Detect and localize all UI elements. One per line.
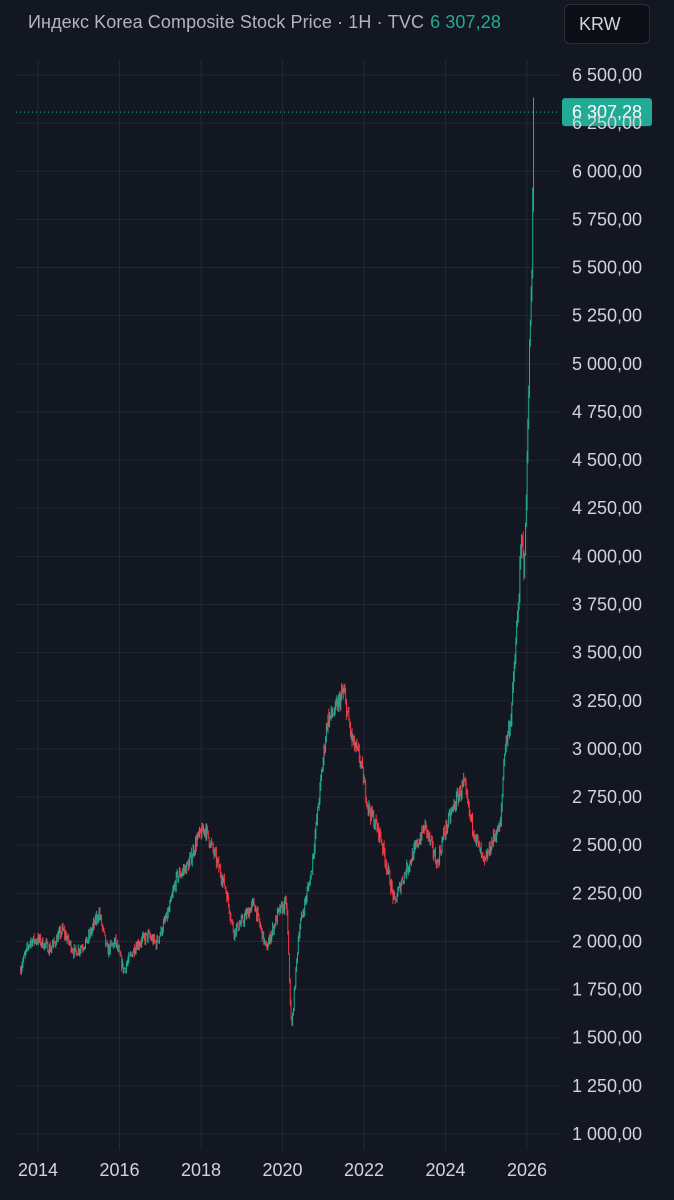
currency-button[interactable]: KRW (564, 4, 650, 44)
x-tick-label: 2026 (507, 1160, 547, 1180)
x-tick-label: 2024 (425, 1160, 465, 1180)
y-tick-label: 3 250,00 (572, 691, 642, 711)
y-tick-label: 4 000,00 (572, 546, 642, 566)
last-price-label-text: 6 307,28 (572, 102, 642, 122)
y-tick-label: 1 000,00 (572, 1124, 642, 1144)
y-tick-label: 3 500,00 (572, 643, 642, 663)
y-tick-label: 1 250,00 (572, 1076, 642, 1096)
y-tick-label: 2 000,00 (572, 931, 642, 951)
y-tick-label: 3 750,00 (572, 595, 642, 615)
grid-layer (16, 60, 560, 1150)
y-tick-label: 2 500,00 (572, 835, 642, 855)
y-tick-label: 2 250,00 (572, 883, 642, 903)
y-tick-label: 5 500,00 (572, 258, 642, 278)
y-tick-label: 4 250,00 (572, 498, 642, 518)
symbol-legend[interactable]: Индекс Korea Composite Stock Price · 1Н … (28, 12, 501, 33)
y-tick-label: 6 500,00 (572, 65, 642, 85)
y-tick-label: 6 250,00 (572, 113, 642, 133)
x-tick-label: 2022 (344, 1160, 384, 1180)
legend-last-price: 6 307,28 (430, 12, 501, 32)
x-tick-label: 2020 (262, 1160, 302, 1180)
last-price-label (562, 98, 652, 127)
x-tick-label: 2014 (18, 1160, 58, 1180)
y-tick-label: 2 750,00 (572, 787, 642, 807)
x-tick-label: 2016 (99, 1160, 139, 1180)
y-tick-label: 5 250,00 (572, 306, 642, 326)
x-tick-label: 2018 (181, 1160, 221, 1180)
y-axis[interactable]: 1 000,00 1 250,00 1 500,00 1 750,00 2 000,00… (572, 65, 642, 1144)
y-tick-label: 5 000,00 (572, 354, 642, 374)
y-tick-label: 4 500,00 (572, 450, 642, 470)
y-tick-label: 4 750,00 (572, 402, 642, 422)
y-tick-label: 5 750,00 (572, 209, 642, 229)
last-price-layer: 6 307,28 (16, 98, 652, 127)
y-tick-label: 6 000,00 (572, 161, 642, 181)
symbol-title: Индекс Korea Composite Stock Price · 1Н … (28, 12, 425, 32)
x-axis[interactable]: 2014 2016 2018 2020 2022 2024 2026 (18, 1160, 547, 1180)
y-tick-label: 3 000,00 (572, 739, 642, 759)
y-tick-label: 1 750,00 (572, 980, 642, 1000)
candles-layer (19, 97, 535, 1027)
y-tick-label: 1 500,00 (572, 1028, 642, 1048)
